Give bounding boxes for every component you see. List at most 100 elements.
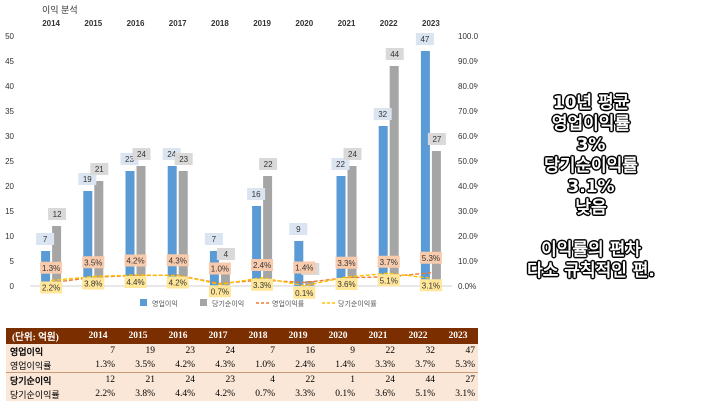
note-line: 낮음: [575, 198, 607, 218]
bar-net: [263, 176, 273, 286]
line-value-label: 3.3%: [337, 259, 355, 268]
line-value-label: 1.4%: [295, 264, 313, 273]
line-value-label: 0.1%: [295, 289, 313, 298]
y-right-tick-label: 10.0%: [458, 257, 478, 266]
table-cell: 당기순이익: [6, 372, 78, 387]
bar-label-bg: [259, 158, 278, 170]
line-value-label: 2.4%: [253, 261, 271, 270]
line-label-bg: [166, 254, 189, 267]
table-cell: 21: [118, 372, 158, 387]
bar-operating: [167, 166, 177, 286]
note-line: 당기순이익률: [544, 156, 638, 176]
table-cell: 영업이익: [6, 344, 78, 358]
bar-label-bg: [48, 208, 67, 220]
table-cell: 24: [198, 344, 238, 358]
bar-label-bg: [385, 48, 404, 60]
table-cell: 2.4%: [278, 358, 318, 373]
table-cell: 2016: [158, 328, 198, 344]
legend-label: 영업이익률: [272, 299, 305, 308]
note-line: 10년 평균: [552, 93, 630, 113]
table-cell: 19: [118, 344, 158, 358]
table-cell: 2021: [358, 328, 398, 344]
table-cell: 3.1%: [438, 387, 478, 401]
bar-label-bg: [331, 158, 350, 170]
table-cell: 2.2%: [78, 387, 118, 401]
line-value-label: 5.1%: [380, 276, 398, 285]
table-row: 당기순이익 12 21 24 23 4 22 1 24 44 27: [6, 372, 478, 387]
y-left-tick-label: 5: [10, 257, 15, 266]
line-value-label: 4.3%: [169, 256, 187, 265]
line-value-label: 4.4%: [126, 278, 144, 287]
line-label-bg: [419, 251, 442, 264]
line-value-label: 3.8%: [84, 280, 102, 289]
line-label-bg: [166, 276, 189, 289]
bar-net: [52, 226, 62, 286]
table-cell: 7: [78, 344, 118, 358]
profit-table: (단위: 억원) 2014 2015 2016 2017 2018 2019 2020 2021…: [6, 328, 478, 401]
legend-swatch: [200, 299, 207, 306]
bar-value-label: 4: [224, 250, 229, 259]
table-cell: (단위: 억원): [6, 328, 78, 344]
y-right-tick-label: 100.0%: [458, 32, 478, 41]
bar-value-label: 27: [432, 135, 441, 144]
line-label-bg: [251, 259, 274, 271]
line-value-label: 0.7%: [211, 287, 229, 296]
table-cell: 23: [158, 344, 198, 358]
x-tick-label: 2019: [253, 19, 271, 28]
y-left-tick-label: 25: [5, 157, 14, 166]
note-line: 이익률의 편차: [541, 240, 641, 260]
bar-value-label: 24: [348, 150, 357, 159]
table-cell: 2015: [118, 328, 158, 344]
table-row: 영업이익 7 19 23 24 7 16 9 22 32 47: [6, 344, 478, 358]
bar-net: [220, 266, 230, 286]
y-left-tick-label: 20: [5, 182, 14, 191]
table-cell: 27: [438, 372, 478, 387]
bar-net: [431, 151, 441, 286]
line-value-label: 3.5%: [84, 258, 102, 267]
table-cell: 3.3%: [358, 358, 398, 373]
table-row: 당기순이익률 2.2% 3.8% 4.4% 4.2% 0.7% 3.3% 0.1% 3.6% 5.…: [6, 387, 478, 401]
bar-label-bg: [427, 133, 446, 145]
bar-label-bg: [247, 188, 266, 200]
line-value-label: 1.0%: [211, 265, 229, 274]
bar-label-bg: [343, 148, 362, 160]
table-cell: 2022: [398, 328, 438, 344]
y-right-tick-label: 60.0%: [458, 132, 478, 141]
bar-value-label: 24: [137, 150, 146, 159]
line-net-margin: [51, 272, 431, 287]
y-left-tick-label: 40: [5, 82, 14, 91]
bar-net: [94, 181, 104, 286]
table-cell: 4.3%: [198, 358, 238, 373]
line-label-bg: [377, 274, 400, 287]
line-value-label: 4.2%: [126, 257, 144, 266]
table-cell: 32: [398, 344, 438, 358]
x-tick-label: 2021: [338, 19, 356, 28]
table-cell: 영업이익률: [6, 358, 78, 373]
table-cell: 1.3%: [78, 358, 118, 373]
line-label-bg: [124, 276, 147, 288]
bar-label-bg: [415, 33, 434, 45]
bar-value-label: 23: [179, 155, 188, 164]
table-cell: 4.2%: [158, 358, 198, 373]
line-value-label: 2.2%: [42, 284, 60, 293]
table-cell: 16: [278, 344, 318, 358]
table-cell: 1: [318, 372, 358, 387]
line-value-label: 1.3%: [42, 264, 60, 273]
line-label-bg: [40, 281, 63, 294]
table-cell: 44: [398, 372, 438, 387]
table-cell: 4: [238, 372, 278, 387]
line-label-bg: [124, 254, 147, 267]
table-cell: 당기순이익률: [6, 387, 78, 401]
line-label-bg: [335, 278, 358, 290]
x-tick-label: 2023: [422, 19, 440, 28]
table-cell: 2019: [278, 328, 318, 344]
line-label-bg: [40, 261, 63, 274]
bar-value-label: 22: [336, 160, 345, 169]
bar-net: [136, 166, 146, 286]
y-left-tick-label: 10: [5, 232, 14, 241]
table-cell: 1.0%: [238, 358, 278, 373]
x-tick-label: 2022: [380, 19, 398, 28]
table-row: 영업이익률 1.3% 3.5% 4.2% 4.3% 1.0% 2.4% 1.4% 3.3% 3.7…: [6, 358, 478, 373]
bar-operating: [378, 126, 388, 286]
x-tick-label: 2017: [169, 19, 187, 28]
